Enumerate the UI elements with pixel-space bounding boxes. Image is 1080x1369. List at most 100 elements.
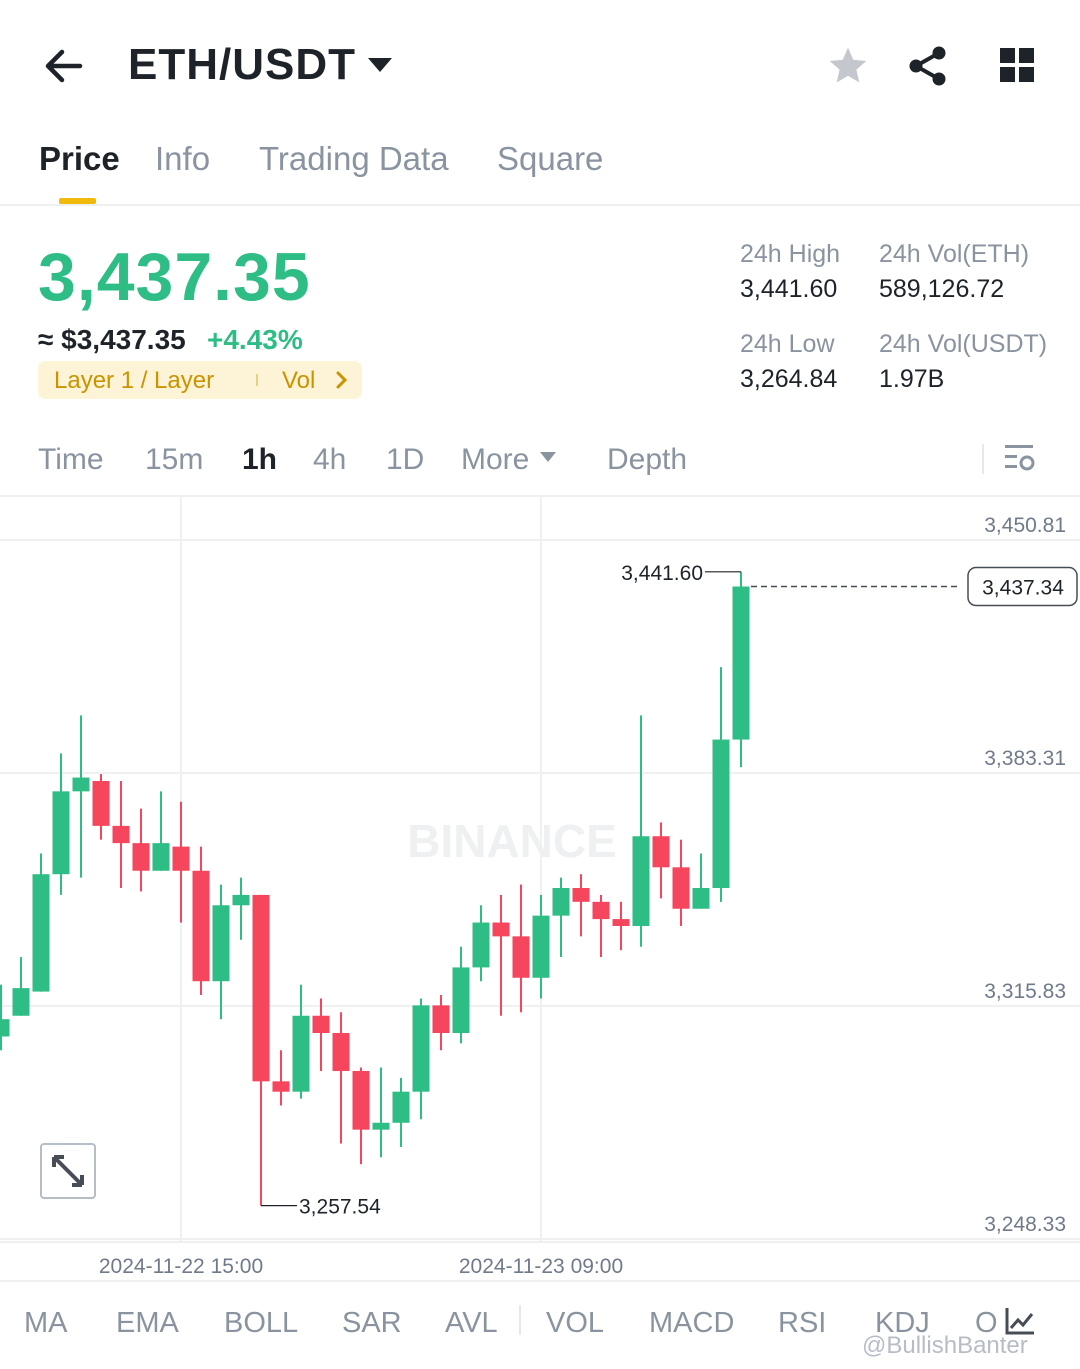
low-24h-value: 3,264.84 — [740, 365, 838, 393]
y-tick-label: 3,450.81 — [984, 514, 1066, 537]
candle-body — [212, 905, 230, 982]
candle-body — [272, 1081, 290, 1092]
candle-body — [632, 836, 650, 926]
tf-4h[interactable]: 4h — [313, 443, 347, 476]
ind-ema[interactable]: EMA — [116, 1307, 179, 1339]
back-arrow-icon[interactable] — [40, 42, 88, 90]
candle-body — [292, 1015, 310, 1092]
candle-body — [572, 888, 590, 902]
ind-ma[interactable]: MA — [24, 1307, 68, 1339]
candle-body — [712, 739, 730, 889]
tag-separator — [256, 374, 258, 386]
pair-title[interactable]: ETH/USDT — [128, 40, 356, 89]
x-tick-label: 2024-11-22 15:00 — [99, 1255, 263, 1278]
vol-eth-label: 24h Vol(ETH) — [879, 240, 1030, 268]
tab-price[interactable]: Price — [39, 140, 120, 177]
low-24h-label: 24h Low — [740, 330, 835, 358]
candle-body — [432, 1005, 450, 1034]
candle-body — [412, 1005, 430, 1092]
candle-body — [132, 843, 150, 871]
chevron-right-icon — [336, 371, 348, 389]
high-24h-value: 3,441.60 — [740, 275, 838, 303]
tf-1h[interactable]: 1h — [242, 443, 278, 476]
tf-1d[interactable]: 1D — [386, 443, 425, 476]
low-marker-label: 3,257.54 — [299, 1196, 381, 1219]
candle-body — [352, 1070, 370, 1130]
y-tick-label: 3,248.33 — [984, 1213, 1066, 1236]
category-tag[interactable] — [38, 361, 362, 399]
candle-body — [112, 825, 130, 844]
candle-body — [172, 846, 190, 871]
candle-body — [532, 915, 550, 978]
tf-15m[interactable]: 15m — [145, 443, 204, 476]
candle-body — [472, 922, 490, 968]
last-price-pill — [967, 566, 1078, 607]
ind-sar[interactable]: SAR — [342, 1307, 402, 1339]
caret-down-icon[interactable] — [368, 58, 392, 74]
candle-body — [552, 888, 570, 916]
price-change-percent: +4.43% — [207, 324, 303, 355]
candle-body — [32, 874, 50, 992]
indicator-chart-icon[interactable] — [1004, 1306, 1036, 1336]
ind-avl[interactable]: AVL — [445, 1307, 498, 1339]
candle-body — [592, 901, 610, 920]
ind-vol[interactable]: VOL — [546, 1307, 605, 1339]
chart-settings-icon[interactable] — [1003, 442, 1037, 474]
grid-menu-icon[interactable] — [998, 46, 1036, 84]
candle-body — [492, 922, 510, 937]
candle-body — [232, 894, 250, 906]
candle-body — [0, 1019, 10, 1037]
share-icon[interactable] — [906, 44, 950, 88]
candle-body — [152, 843, 170, 871]
ind-rsi[interactable]: RSI — [778, 1307, 827, 1339]
tf-more[interactable]: More — [461, 443, 530, 476]
tf-depth[interactable]: Depth — [607, 443, 688, 476]
exchange-watermark: BINANCE — [407, 815, 617, 867]
tf-time[interactable]: Time — [38, 443, 104, 476]
usd-price: ≈ $3,437.35 — [38, 324, 186, 355]
vol-eth-value: 589,126.72 — [879, 275, 1005, 303]
last-price-label: 3,437.34 — [982, 577, 1064, 600]
indicator-divider — [0, 1280, 1080, 1282]
candle-body — [692, 888, 710, 909]
more-caret-icon — [540, 452, 556, 462]
candle-body — [52, 791, 70, 875]
tab-square[interactable]: Square — [497, 140, 604, 177]
high-24h-label: 24h High — [740, 240, 841, 268]
tf-bar-divider — [0, 495, 1080, 497]
candle-body — [372, 1122, 390, 1130]
tab-info[interactable]: Info — [155, 140, 211, 177]
tf-divider — [982, 444, 984, 474]
ind-more[interactable]: O — [975, 1307, 998, 1339]
candle-body — [252, 894, 270, 1082]
star-icon[interactable] — [826, 44, 870, 88]
candle-body — [452, 967, 470, 1034]
y-tick-label: 3,383.31 — [984, 747, 1066, 770]
expand-chart-icon[interactable] — [40, 1143, 96, 1199]
candle-body — [92, 780, 110, 826]
active-tab-indicator — [59, 198, 96, 204]
ind-boll[interactable]: BOLL — [224, 1307, 299, 1339]
candle-body — [192, 870, 210, 982]
y-tick-label: 3,315.83 — [984, 980, 1066, 1003]
vol-usdt-value: 1.97B — [879, 365, 945, 393]
high-marker-label: 3,441.60 — [621, 562, 703, 585]
candle-body — [312, 1015, 330, 1034]
candle-body — [672, 867, 690, 909]
candle-body — [332, 1033, 350, 1071]
candle-body — [392, 1091, 410, 1123]
category-tag-vol: Vol — [282, 367, 316, 394]
candle-body — [12, 988, 30, 1016]
candle-body — [652, 836, 670, 868]
ind-kdj[interactable]: KDJ — [875, 1307, 930, 1339]
candle-body — [512, 936, 530, 978]
x-tick-label: 2024-11-23 09:00 — [459, 1255, 623, 1278]
ind-separator — [519, 1305, 521, 1335]
candle-body — [612, 919, 630, 926]
candle-body — [72, 777, 90, 792]
ind-macd[interactable]: MACD — [649, 1307, 735, 1339]
tabs-divider — [0, 204, 1080, 206]
last-price: 3,437.35 — [38, 239, 311, 315]
tab-trading-data[interactable]: Trading Data — [259, 140, 449, 177]
price-chart[interactable]: BINANCE 3,450.81 3,383.31 3,315.83 3,248.33… — [0, 497, 1080, 1282]
